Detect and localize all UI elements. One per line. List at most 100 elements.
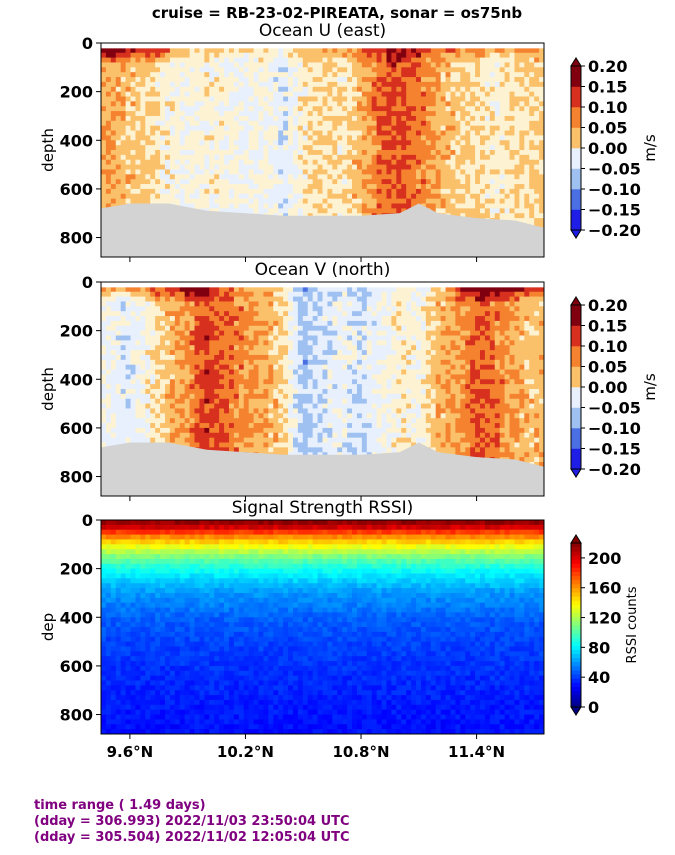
heatmap-cell [130, 306, 136, 312]
heatmap-cell [386, 164, 392, 170]
heatmap-cell [312, 115, 319, 122]
heatmap-cell [130, 403, 136, 409]
heatmap-cell [238, 96, 245, 102]
heatmap-cell [356, 96, 363, 102]
heatmap-cell [110, 389, 117, 395]
heatmap-cell [406, 188, 412, 195]
heatmap-cell [273, 188, 279, 195]
heatmap-cell [317, 86, 323, 93]
heatmap-cell [278, 96, 284, 102]
heatmap-cell [519, 193, 525, 200]
heatmap-cell [150, 96, 156, 102]
heatmap-cell [529, 47, 535, 54]
heatmap-cell [184, 291, 191, 298]
heatmap-cell [514, 159, 520, 166]
heatmap-cell [534, 159, 540, 166]
heatmap-cell [184, 350, 191, 356]
heatmap-cell [366, 91, 373, 97]
heatmap-cell [238, 47, 245, 54]
heatmap-cell [480, 106, 486, 112]
heatmap-cell [425, 86, 432, 93]
heatmap-cell [292, 174, 299, 180]
heatmap-cell [342, 208, 348, 214]
heatmap-cell [174, 145, 181, 151]
colorbar-label: m/s [641, 134, 659, 162]
heatmap-cell [209, 203, 215, 209]
heatmap-cell [258, 135, 264, 141]
heatmap-cell [283, 115, 289, 122]
heatmap-cell [337, 184, 343, 190]
heatmap-cell [371, 72, 378, 78]
heatmap-cell [169, 193, 176, 200]
heatmap-cell [381, 57, 387, 63]
heatmap-cell [209, 120, 215, 127]
heatmap-cell [524, 174, 530, 180]
heatmap-cell [130, 184, 136, 190]
heatmap-cell [342, 67, 348, 73]
heatmap-cell [297, 96, 304, 102]
heatmap-cell [105, 369, 112, 375]
heatmap-cell [529, 193, 535, 200]
heatmap-cell [174, 423, 181, 429]
heatmap-cell [519, 125, 525, 132]
heatmap-cell [105, 374, 112, 380]
heatmap-cell [115, 359, 122, 366]
heatmap-cell [214, 188, 220, 195]
heatmap-cell [184, 130, 191, 136]
heatmap-cell [494, 77, 501, 83]
heatmap-cell [470, 174, 476, 180]
heatmap-cell [189, 423, 196, 429]
heatmap-cell [150, 389, 156, 395]
heatmap-cell [529, 184, 535, 190]
heatmap-cell [297, 111, 304, 117]
heatmap-cell [253, 57, 260, 63]
heatmap-cell [283, 96, 289, 102]
heatmap-cell [445, 57, 451, 63]
heatmap-cell [489, 174, 496, 180]
heatmap-cell [430, 77, 437, 83]
heatmap-cell [199, 311, 205, 317]
heatmap-cell [174, 350, 181, 356]
heatmap-cell [209, 208, 215, 214]
heatmap-cell [480, 57, 486, 63]
heatmap-cell [322, 91, 328, 97]
heatmap-cell [386, 52, 392, 59]
heatmap-cell [209, 115, 215, 122]
heatmap-cell [534, 57, 540, 63]
heatmap-cell [263, 81, 269, 88]
heatmap-cell [258, 150, 264, 156]
heatmap-cell [135, 354, 141, 361]
heatmap-cell [130, 335, 136, 341]
heatmap-cell [233, 91, 240, 97]
heatmap-cell [184, 72, 191, 78]
heatmap-cell [130, 408, 136, 414]
heatmap-cell [337, 77, 343, 83]
heatmap-cell [337, 67, 343, 73]
heatmap-cell [145, 340, 151, 346]
heatmap-cell [292, 203, 299, 209]
heatmap-cell [140, 47, 146, 54]
heatmap-cell [297, 77, 304, 83]
heatmap-cell [430, 154, 437, 161]
heatmap-cell [435, 208, 442, 214]
heatmap-cell [194, 154, 200, 161]
heatmap-cell [435, 125, 442, 132]
heatmap-cell [204, 369, 210, 375]
heatmap-cell [184, 67, 191, 73]
heatmap-cell [435, 47, 442, 54]
heatmap-cell [169, 389, 176, 395]
heatmap-cell [361, 154, 368, 161]
heatmap-cell [263, 57, 269, 63]
heatmap-cell [150, 135, 156, 141]
heatmap-cell [475, 96, 481, 102]
heatmap-cell [391, 62, 397, 68]
heatmap-cell [292, 91, 299, 97]
heatmap-cell [401, 62, 407, 68]
heatmap-cell [435, 67, 442, 73]
heatmap-cell [327, 72, 333, 78]
heatmap-cell [302, 174, 309, 180]
heatmap-cell [189, 91, 196, 97]
heatmap-cell [174, 311, 181, 317]
heatmap-cell [332, 101, 338, 107]
heatmap-cell [164, 286, 171, 293]
